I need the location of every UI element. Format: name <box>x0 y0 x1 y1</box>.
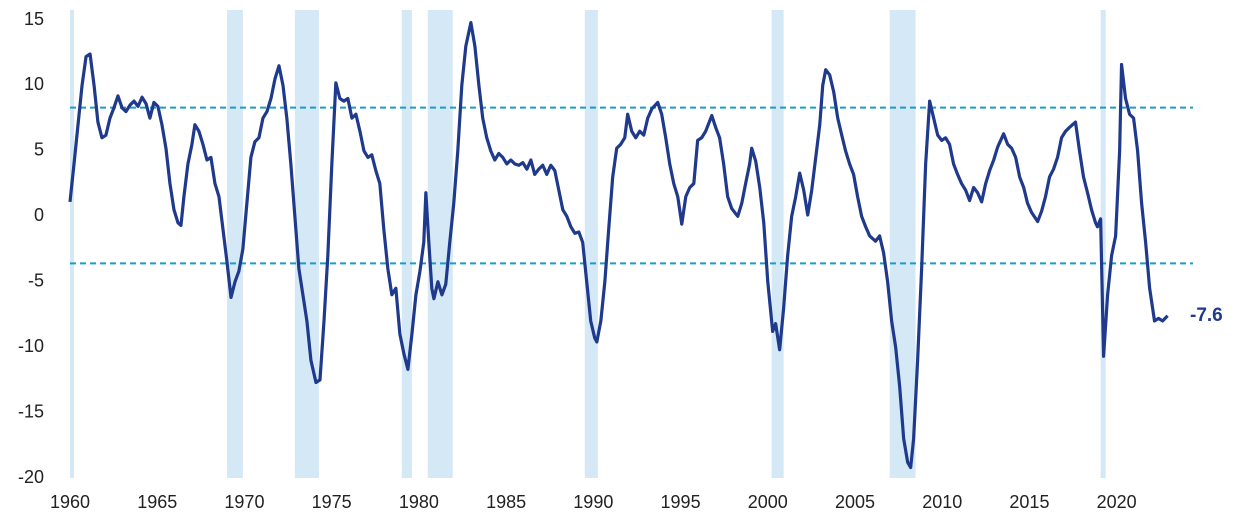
recession-band <box>401 10 412 478</box>
recession-band <box>227 10 243 478</box>
x-tick-label: 2000 <box>748 492 788 512</box>
x-tick-label: 1960 <box>50 492 90 512</box>
line <box>68 21 1169 470</box>
x-tick-label: 2005 <box>835 492 875 512</box>
recession-band <box>294 10 319 478</box>
x-tick-label: 2020 <box>1097 492 1137 512</box>
y-tick-label: 15 <box>24 9 44 29</box>
x-tick-label: 1975 <box>312 492 352 512</box>
y-tick-label: -20 <box>18 467 44 487</box>
x-tick-label: 2010 <box>922 492 962 512</box>
x-tick-label: 2015 <box>1009 492 1049 512</box>
y-tick-label: -15 <box>18 401 44 421</box>
recession-band <box>1100 10 1106 478</box>
x-tick-label: 1980 <box>399 492 439 512</box>
end-label: -7.6 <box>1190 305 1223 326</box>
x-tick-label: 1985 <box>486 492 526 512</box>
x-tick-label: 1990 <box>573 492 613 512</box>
y-tick-label: 0 <box>34 205 44 225</box>
x-tick-label: 1995 <box>661 492 701 512</box>
y-tick-label: 10 <box>24 74 44 94</box>
recession-band <box>771 10 784 478</box>
y-tick-label: 5 <box>34 140 44 160</box>
y-tick-label: -10 <box>18 336 44 356</box>
x-tick-label: 1965 <box>137 492 177 512</box>
recession-band <box>889 10 916 478</box>
recession-band <box>70 10 75 478</box>
x-tick-label: 1970 <box>224 492 264 512</box>
recession-band <box>584 10 598 478</box>
y-tick-label: -5 <box>28 270 44 290</box>
